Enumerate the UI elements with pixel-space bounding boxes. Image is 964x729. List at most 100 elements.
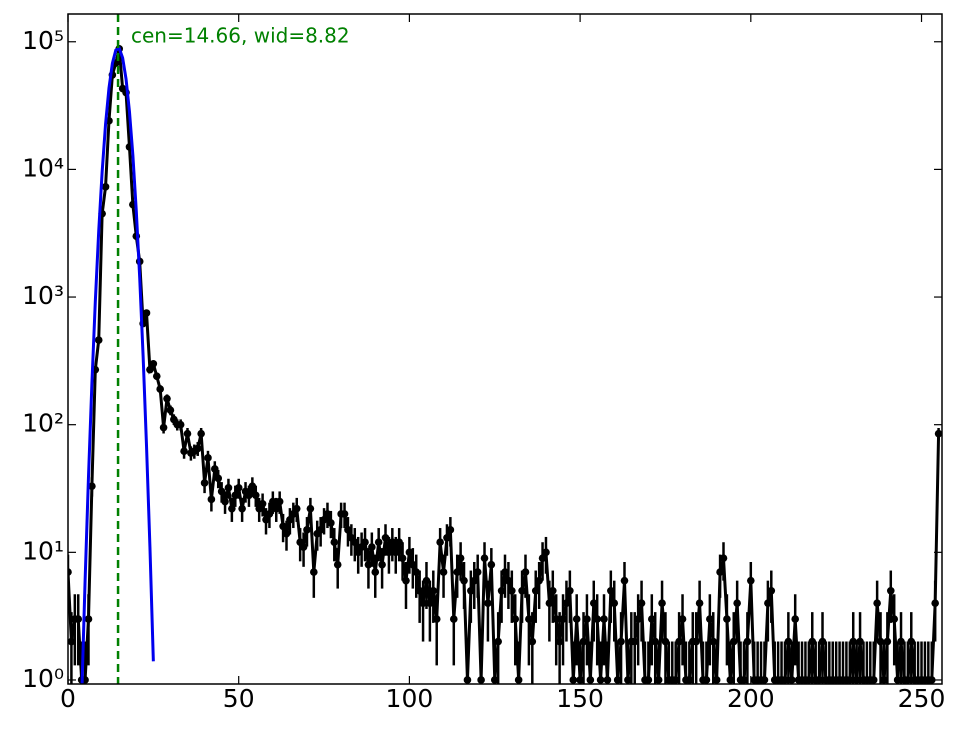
data-point [487,560,496,569]
data-point [344,526,352,534]
data-point [723,615,731,623]
data-point [634,615,642,623]
data-point [497,586,506,595]
data-point [931,599,939,607]
data-point [593,615,601,623]
data-point [726,676,735,684]
data-point [548,586,557,595]
y-tick-label: 10⁵ [22,26,64,55]
data-point [610,599,619,607]
data-point [494,637,502,646]
data-point [617,637,625,646]
y-tick-label: 10⁴ [22,153,64,182]
data-point [535,576,543,585]
data-point [729,637,738,646]
data-point [569,676,578,684]
data-point [388,538,397,547]
data-point [480,554,489,562]
data-point [904,676,912,684]
data-point [238,504,246,513]
data-point [88,482,96,490]
data-point [364,560,373,569]
data-point [303,526,311,534]
data-point [262,515,270,524]
data-point [876,637,885,646]
data-point [740,676,748,684]
data-point [559,615,567,623]
data-point [709,637,718,646]
data-point [589,599,598,607]
data-point [600,615,608,623]
data-point [248,482,257,490]
data-point [350,538,359,547]
data-point [490,676,499,684]
data-point [258,500,267,508]
data-point [630,637,639,646]
data-point [306,504,315,513]
data-point [760,676,769,684]
data-point [166,406,175,414]
data-point [149,359,158,368]
data-point [467,586,475,595]
data-point [927,676,936,684]
data-point [391,548,400,557]
data-point [449,615,458,623]
data-point [432,615,441,623]
y-tick-label: 10³ [22,281,64,310]
data-point [886,586,895,595]
data-point [204,454,212,462]
data-point [531,586,540,595]
fit-line [80,46,155,684]
data-point [566,586,574,595]
data-point [320,515,328,524]
data-point [719,554,728,562]
data-point [292,504,301,513]
data-point [815,676,823,684]
data-point [310,568,318,576]
data-point [426,599,434,607]
data-point [764,599,772,607]
data-point [893,676,902,684]
data-point [217,487,226,496]
data-point [402,576,410,585]
data-point [323,510,332,518]
data-point [890,615,899,623]
data-point [275,497,284,506]
data-point [316,526,325,534]
y-tick-label: 10⁰ [22,664,64,693]
data-point [852,676,861,684]
data-point [579,637,588,646]
data-point [518,586,526,595]
data-point [251,491,260,500]
data-point [473,568,482,576]
data-point [477,676,485,684]
y-tick-label: 10¹ [22,536,64,565]
frame [67,13,943,685]
x-tick-label: 150 [556,684,604,713]
data-point [159,423,168,432]
data-point [101,183,110,191]
data-point [176,420,185,429]
data-point [651,637,660,646]
data-point [374,538,383,547]
data-point [412,568,421,576]
data-point [685,676,694,684]
annotation: cen=14.66, wid=8.82 [131,24,350,48]
data-point [197,429,205,438]
data-point [279,522,287,531]
data-point [644,676,653,684]
data-point [562,599,571,607]
data-point [934,429,942,438]
data-point [743,637,752,646]
data-point [869,676,878,684]
data-point [398,554,407,562]
data-point [706,615,714,623]
data-point [671,676,680,684]
data-point [330,538,339,547]
data-point [368,543,376,551]
data-point [371,568,380,576]
data-point [607,586,615,595]
data-point [211,465,219,473]
data-point [514,676,523,684]
